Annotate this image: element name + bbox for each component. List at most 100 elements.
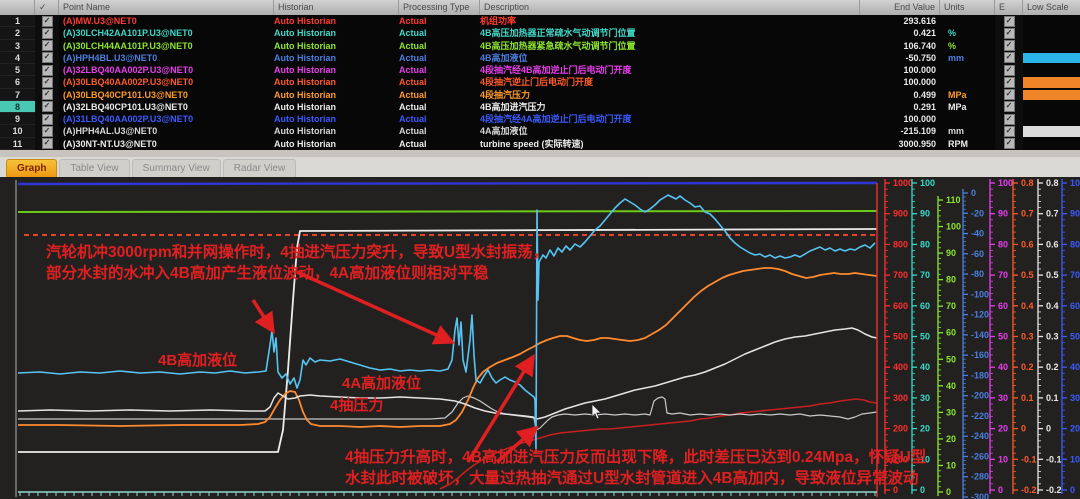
table-row[interactable]: 7 ✓ (A)30LBQ40CP101.U3@NET0 Auto Historian A… bbox=[0, 88, 1080, 101]
point-name-cell[interactable]: (A)30LBQ40AA002P.U3@NET0 bbox=[63, 77, 194, 88]
tab-table-view[interactable]: Table View bbox=[59, 159, 130, 177]
point-name-cell[interactable]: (A)30LCH42AA101P.U3@NET0 bbox=[63, 28, 193, 39]
low-scale-cell[interactable] bbox=[1023, 27, 1080, 39]
point-name-cell[interactable]: (A)32LBQ40AA002P.U3@NET0 bbox=[63, 65, 194, 76]
row-checkbox[interactable]: ✓ bbox=[41, 15, 53, 27]
point-name-cell[interactable]: (A)HPH4AL.U3@NET0 bbox=[63, 126, 158, 137]
table-row[interactable]: 6 ✓ (A)30LBQ40AA002P.U3@NET0 Auto Historian… bbox=[0, 76, 1080, 89]
row-checkbox[interactable]: ✓ bbox=[41, 101, 53, 113]
row-number[interactable]: 1 bbox=[0, 15, 35, 28]
header-processing-type[interactable]: Processing Type bbox=[399, 0, 480, 15]
table-row[interactable]: 11 ✓ (A)30NT-NT.U3@NET0 Auto Historian Actua… bbox=[0, 137, 1080, 150]
historian-cell[interactable]: Auto Historian bbox=[274, 28, 336, 39]
row-checkbox[interactable]: ✓ bbox=[41, 52, 53, 64]
point-name-cell[interactable]: (A)30LBQ40CP101.U3@NET0 bbox=[63, 89, 188, 100]
low-scale-cell[interactable] bbox=[1023, 64, 1080, 76]
historian-cell[interactable]: Auto Historian bbox=[274, 138, 336, 149]
enabled-checkbox[interactable]: ✓ bbox=[1003, 126, 1015, 138]
processing-type-cell[interactable]: Actual bbox=[399, 40, 427, 51]
enabled-checkbox[interactable]: ✓ bbox=[1003, 89, 1015, 101]
description-cell[interactable]: 4B高压加热器正常疏水气动调节门位置 bbox=[480, 28, 636, 39]
processing-type-cell[interactable]: Actual bbox=[399, 101, 427, 112]
row-checkbox[interactable]: ✓ bbox=[41, 138, 53, 150]
processing-type-cell[interactable]: Actual bbox=[399, 28, 427, 39]
row-checkbox[interactable]: ✓ bbox=[41, 89, 53, 101]
historian-cell[interactable]: Auto Historian bbox=[274, 52, 336, 63]
tab-graph[interactable]: Graph bbox=[6, 159, 58, 177]
low-scale-cell[interactable] bbox=[1023, 89, 1080, 101]
row-checkbox[interactable]: ✓ bbox=[41, 40, 53, 52]
row-number[interactable]: 11 bbox=[0, 137, 35, 150]
row-number[interactable]: 5 bbox=[0, 64, 35, 77]
description-cell[interactable]: 4B高加液位 bbox=[480, 52, 528, 63]
description-cell[interactable]: 4B高压加热器紧急疏水气动调节门位置 bbox=[480, 40, 636, 51]
low-scale-cell[interactable] bbox=[1023, 125, 1080, 137]
low-scale-cell[interactable] bbox=[1023, 40, 1080, 52]
processing-type-cell[interactable]: Actual bbox=[399, 138, 427, 149]
historian-cell[interactable]: Auto Historian bbox=[274, 65, 336, 76]
row-checkbox[interactable]: ✓ bbox=[41, 113, 53, 125]
point-name-cell[interactable]: (A)30LCH44AA101P.U3@NET0 bbox=[63, 40, 193, 51]
low-scale-cell[interactable] bbox=[1023, 113, 1080, 125]
description-cell[interactable]: turbine speed (实际转速) bbox=[480, 138, 584, 149]
table-row[interactable]: 2 ✓ (A)30LCH42AA101P.U3@NET0 Auto Historian… bbox=[0, 27, 1080, 40]
row-checkbox[interactable]: ✓ bbox=[41, 64, 53, 76]
description-cell[interactable]: 4段抽汽逆止门后电动门开度 bbox=[480, 77, 594, 88]
low-scale-cell[interactable] bbox=[1023, 76, 1080, 88]
row-number[interactable]: 10 bbox=[0, 125, 35, 138]
enabled-checkbox[interactable]: ✓ bbox=[1003, 52, 1015, 64]
description-cell[interactable]: 4段抽汽压力 bbox=[480, 89, 531, 100]
historian-cell[interactable]: Auto Historian bbox=[274, 114, 336, 125]
processing-type-cell[interactable]: Actual bbox=[399, 126, 427, 137]
table-row[interactable]: 9 ✓ (A)31LBQ40AA002P.U3@NET0 Auto Historian… bbox=[0, 113, 1080, 126]
header-end-value[interactable]: End Value bbox=[860, 0, 940, 15]
point-name-cell[interactable]: (A)30NT-NT.U3@NET0 bbox=[63, 138, 157, 149]
processing-type-cell[interactable]: Actual bbox=[399, 89, 427, 100]
header-historian[interactable]: Historian bbox=[274, 0, 399, 15]
header-units[interactable]: Units bbox=[940, 0, 995, 15]
enabled-checkbox[interactable]: ✓ bbox=[1003, 40, 1015, 52]
header-point-name[interactable]: Point Name bbox=[59, 0, 274, 15]
historian-cell[interactable]: Auto Historian bbox=[274, 40, 336, 51]
processing-type-cell[interactable]: Actual bbox=[399, 52, 427, 63]
row-checkbox[interactable]: ✓ bbox=[41, 76, 53, 88]
low-scale-cell[interactable] bbox=[1023, 15, 1080, 27]
point-name-cell[interactable]: (A)31LBQ40AA002P.U3@NET0 bbox=[63, 114, 194, 125]
historian-cell[interactable]: Auto Historian bbox=[274, 101, 336, 112]
trend-graph-area[interactable]: 1000 900 800 700 600 500 400 300 200 100 0 100 90 80 7… bbox=[0, 177, 1080, 499]
row-number[interactable]: 4 bbox=[0, 51, 35, 65]
row-number[interactable]: 3 bbox=[0, 39, 35, 52]
tab-summary-view[interactable]: Summary View bbox=[131, 159, 221, 177]
row-checkbox[interactable]: ✓ bbox=[41, 27, 53, 39]
row-number[interactable]: 6 bbox=[0, 76, 35, 89]
row-number[interactable]: 7 bbox=[0, 88, 35, 101]
table-row[interactable]: 8 ✓ (A)32LBQ40CP101.U3@NET0 Auto Historian A… bbox=[0, 100, 1080, 114]
table-row[interactable]: 1 ✓ (A)MW.U3@NET0 Auto Historian Actual 机组功率 2… bbox=[0, 15, 1080, 28]
processing-type-cell[interactable]: Actual bbox=[399, 16, 427, 26]
description-cell[interactable]: 4A高加液位 bbox=[480, 126, 528, 137]
description-cell[interactable]: 机组功率 bbox=[480, 16, 517, 26]
enabled-checkbox[interactable]: ✓ bbox=[1003, 76, 1015, 88]
enabled-checkbox[interactable]: ✓ bbox=[1003, 64, 1015, 76]
row-number[interactable]: 2 bbox=[0, 27, 35, 40]
table-row[interactable]: 5 ✓ (A)32LBQ40AA002P.U3@NET0 Auto Historian… bbox=[0, 64, 1080, 77]
table-row[interactable]: 3 ✓ (A)30LCH44AA101P.U3@NET0 Auto Historian… bbox=[0, 39, 1080, 52]
press-4th-axis[interactable]: 0.8 0.7 0.6 0.5 0.4 0.3 0.2 0.1 0 -0.1 -0.2 bbox=[1012, 178, 1037, 495]
row-number[interactable]: 8 bbox=[0, 100, 35, 114]
description-cell[interactable]: 4B高加进汽压力 bbox=[480, 101, 546, 112]
processing-type-cell[interactable]: Actual bbox=[399, 77, 427, 88]
tab-radar-view[interactable]: Radar View bbox=[222, 159, 297, 177]
historian-cell[interactable]: Auto Historian bbox=[274, 16, 336, 26]
enabled-checkbox[interactable]: ✓ bbox=[1003, 27, 1015, 39]
level-4b-axis[interactable]: 0 -20 -40 -60 -80 -100 -120 -140 -160 -180 -200 -22… bbox=[962, 188, 989, 499]
processing-type-cell[interactable]: Actual bbox=[399, 114, 427, 125]
enabled-checkbox[interactable]: ✓ bbox=[1003, 138, 1015, 150]
low-scale-cell[interactable] bbox=[1023, 52, 1080, 64]
description-cell[interactable]: 4段抽汽经4A高加逆止门后电动门开度 bbox=[480, 114, 632, 125]
low-scale-cell[interactable] bbox=[1023, 138, 1080, 150]
